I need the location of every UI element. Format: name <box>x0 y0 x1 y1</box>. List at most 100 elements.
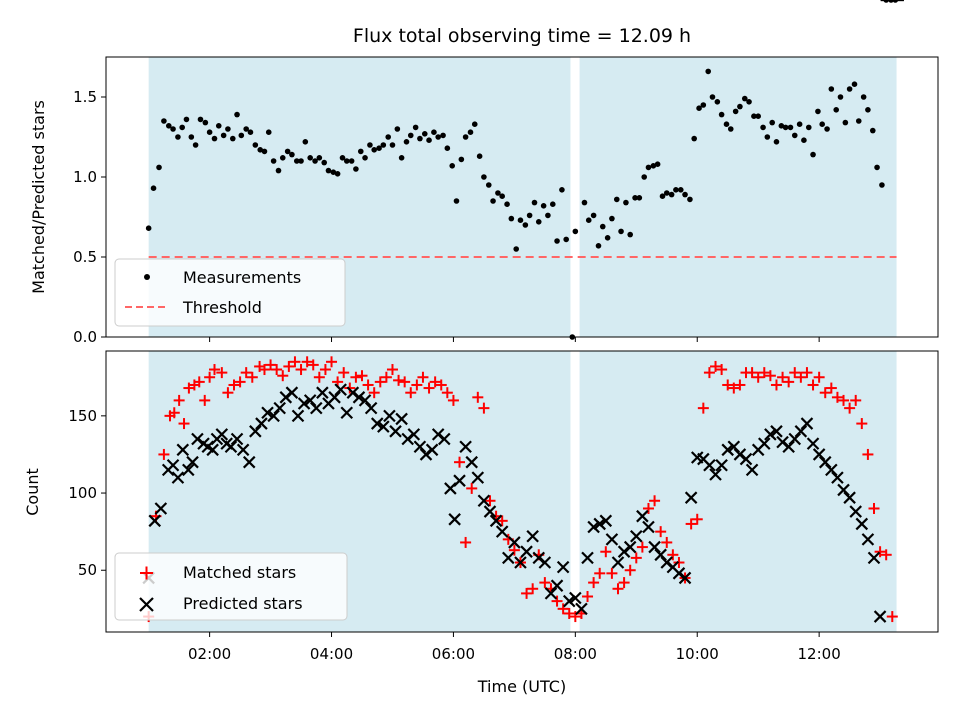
predicted-star-point <box>526 529 539 543</box>
matched-star-point <box>697 402 709 414</box>
matched-star-point <box>764 370 776 382</box>
measurement-point <box>183 116 190 123</box>
matched-star-point <box>362 379 374 391</box>
matched-star-point <box>295 364 307 376</box>
measurement-point <box>275 167 282 174</box>
measurement-point <box>145 225 152 231</box>
predicted-star-point <box>605 533 619 546</box>
matched-stars-legend-marker <box>140 566 153 580</box>
predicted-star-point <box>794 425 808 438</box>
measurement-point <box>668 191 675 198</box>
measurement-point <box>650 163 657 169</box>
matched-star-point <box>588 577 600 589</box>
measurement-point <box>307 155 313 161</box>
measurement-point <box>549 201 556 207</box>
measurement-point <box>389 142 396 148</box>
count-plot-border <box>105 350 939 633</box>
y-tick-label: 150 <box>68 407 97 425</box>
measurement-point <box>508 215 515 222</box>
measurement-point <box>559 187 565 193</box>
measurement-point <box>545 212 551 219</box>
measurement-point <box>846 86 853 92</box>
count-y-ticks: 50 100 150 <box>68 407 106 579</box>
predicted-star-point <box>395 412 408 426</box>
matched-star-point <box>478 402 490 414</box>
measurement-point <box>865 107 871 113</box>
predicted-star-point <box>471 471 485 484</box>
measurement-point <box>170 126 176 132</box>
measurement-point <box>252 142 259 148</box>
measurement-point <box>462 134 469 140</box>
measurement-point <box>682 191 688 198</box>
measurement-point <box>458 156 465 163</box>
measurement-point <box>691 135 697 142</box>
matched-star-point <box>429 376 441 388</box>
predicted-star-point <box>413 440 427 454</box>
matched-star-point <box>819 387 831 399</box>
matched-star-point <box>716 364 728 376</box>
predicted-star-point <box>334 383 347 396</box>
measurement-point <box>751 113 757 119</box>
measurement-point <box>723 121 730 127</box>
predicted-star-point <box>788 432 802 446</box>
predicted-star-point <box>709 468 722 481</box>
predicted-star-point <box>425 443 439 457</box>
measurement-point <box>613 196 620 203</box>
measurement-point <box>581 199 588 206</box>
predicted-star-point <box>703 458 716 472</box>
predicted-star-point <box>215 428 229 441</box>
measurement-point <box>554 238 560 244</box>
predicted-star-point <box>438 432 451 446</box>
matched-star-point <box>222 387 234 399</box>
measurement-point <box>279 155 286 161</box>
matched-star-point <box>734 379 746 391</box>
predicted-star-point <box>831 471 844 484</box>
measurement-point <box>773 139 780 145</box>
measurement-point <box>627 231 633 238</box>
measurement-point <box>860 94 867 100</box>
predicted-star-point <box>770 425 783 438</box>
matched-star-point <box>521 587 533 599</box>
matched-star-point <box>649 495 661 507</box>
predicted-star-point <box>186 455 199 469</box>
matched-star-point <box>380 371 392 383</box>
predicted-star-point <box>593 517 606 531</box>
measurement-point <box>234 111 240 118</box>
measurement-point <box>417 135 423 142</box>
measurement-point <box>426 137 432 143</box>
measurement-point <box>837 94 844 100</box>
matched-star-point <box>722 379 734 391</box>
measurement-point <box>805 124 812 131</box>
predicted-star-point <box>843 491 856 504</box>
measurement-point <box>755 113 761 119</box>
matched-star-point <box>856 418 868 430</box>
measurement-point <box>229 135 236 142</box>
measurement-point <box>449 163 456 169</box>
measurement-point <box>215 123 222 129</box>
matched-star-point <box>508 544 520 556</box>
matched-star-point <box>265 359 277 371</box>
count-legend-box <box>114 552 348 621</box>
measurement-point <box>481 174 487 180</box>
measurement-point <box>732 108 739 115</box>
matched-star-point <box>807 379 819 391</box>
predicted-star-point <box>861 533 875 546</box>
measurement-point <box>421 131 428 137</box>
predicted-star-point <box>206 443 219 457</box>
measurement-point <box>833 107 840 113</box>
predicted-star-point <box>261 406 274 420</box>
measurement-point <box>696 105 702 111</box>
predicted-star-point <box>654 548 667 562</box>
matched-star-point <box>557 603 569 615</box>
ratio-y-axis-label: Matched/Predicted stars <box>29 100 48 294</box>
predicted-star-point <box>569 591 582 605</box>
measurement-point <box>869 127 876 134</box>
measurement-point <box>855 118 862 124</box>
observing-interval-2 <box>579 57 897 337</box>
measurement-point <box>367 142 373 148</box>
matched-star-point <box>868 502 880 514</box>
matched-stars-legend-label: Matched stars <box>183 563 296 582</box>
measurement-point <box>394 126 401 132</box>
measurement-point <box>714 99 721 105</box>
matched-star-point <box>594 567 606 579</box>
